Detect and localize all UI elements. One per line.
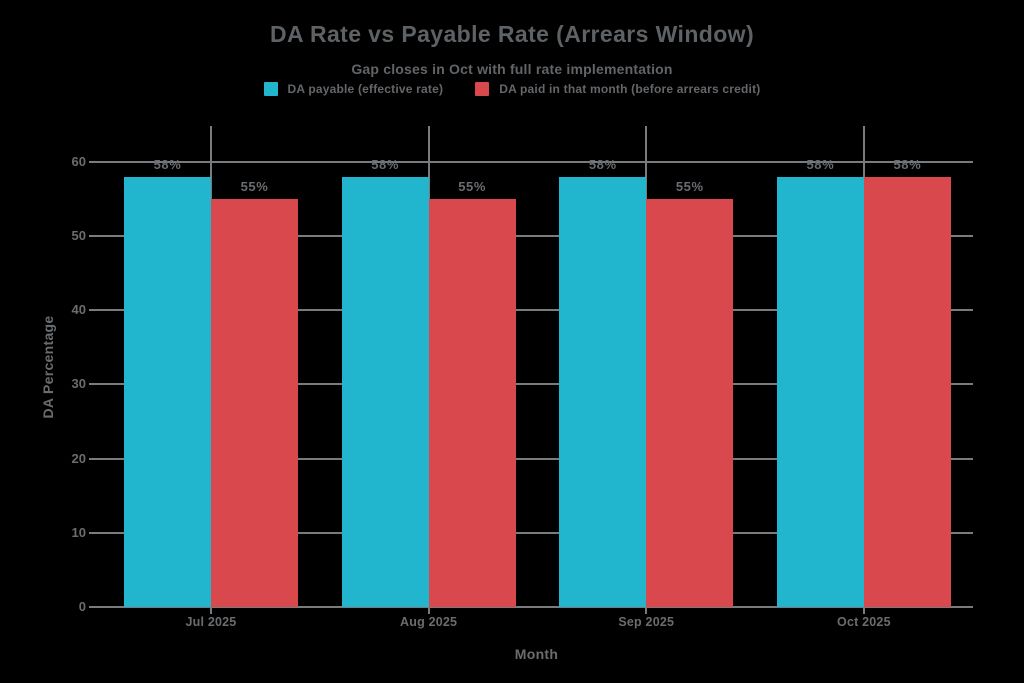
y-axis-tick [89,160,100,163]
y-axis-title: DA Percentage [40,315,56,419]
gridline-horizontal [100,383,973,386]
gridline-horizontal [100,457,973,460]
bar-da-paid: 55% [646,179,734,607]
bar-value-label: 55% [675,179,704,195]
legend-item-da-payable: DA payable (effective rate) [263,82,444,96]
x-tick-label: Oct 2025 [837,615,891,629]
gridline-horizontal [100,309,973,312]
bar-da-payable: 58% [124,157,211,607]
bar-value-label: 58% [806,156,835,172]
y-axis-tick [89,309,100,312]
x-axis-tick [210,607,212,614]
bar-value-label: 58% [153,156,182,172]
bar-value-label: 55% [458,179,487,195]
bar-value-label: 58% [371,156,400,172]
legend-item-da-paid: DA paid in that month (before arrears cr… [475,82,760,96]
chart-subtitle: Gap closes in Oct with full rate impleme… [351,61,673,77]
x-axis-title: Month [514,646,559,662]
plot-area: Month 0 10 20 30 40 50 60 58% 55% Jul 2025 58% 55% A… [72,126,973,662]
x-axis-tick [427,607,430,614]
chart-title: DA Rate vs Payable Rate (Arrears Window) [269,21,755,47]
gridline-horizontal [100,160,973,163]
y-tick-label: 60 [71,153,86,169]
legend-label: DA paid in that month (before arrears cr… [499,82,761,96]
legend-swatch-icon [263,82,278,96]
x-tick-label: Aug 2025 [400,615,458,629]
gridline-horizontal [100,531,973,534]
y-tick-label: 50 [71,228,86,244]
y-axis-tick [89,235,100,238]
bar-da-payable: 58% [341,157,429,607]
y-tick-label: 30 [71,376,86,392]
bar-da-payable: 58% [776,157,864,607]
chart-legend: DA payable (effective rate) DA paid in th… [0,82,1024,96]
y-tick-label: 0 [78,599,86,614]
bar-da-paid: 55% [428,179,516,607]
gridline-horizontal [100,606,973,608]
y-tick-label: 10 [71,524,86,540]
y-axis-tick [89,606,100,608]
x-tick-label: Jul 2025 [185,615,237,629]
bar-da-paid: 58% [863,157,951,607]
legend-swatch-icon [475,82,490,96]
bar-da-paid: 55% [211,179,298,607]
y-axis-tick [89,531,100,534]
legend-label: DA payable (effective rate) [287,82,444,96]
gridline-horizontal [100,235,973,238]
y-axis-tick [89,457,100,460]
x-axis-tick [645,607,648,614]
x-axis-tick [862,607,865,614]
bar-value-label: 58% [893,156,922,172]
y-tick-label: 40 [71,302,86,318]
bar-value-label: 55% [240,179,269,195]
y-tick-label: 20 [71,450,86,466]
bar-da-payable: 58% [559,157,647,607]
x-tick-label: Sep 2025 [618,615,675,629]
y-axis-tick [89,383,100,386]
bar-value-label: 58% [588,156,617,172]
